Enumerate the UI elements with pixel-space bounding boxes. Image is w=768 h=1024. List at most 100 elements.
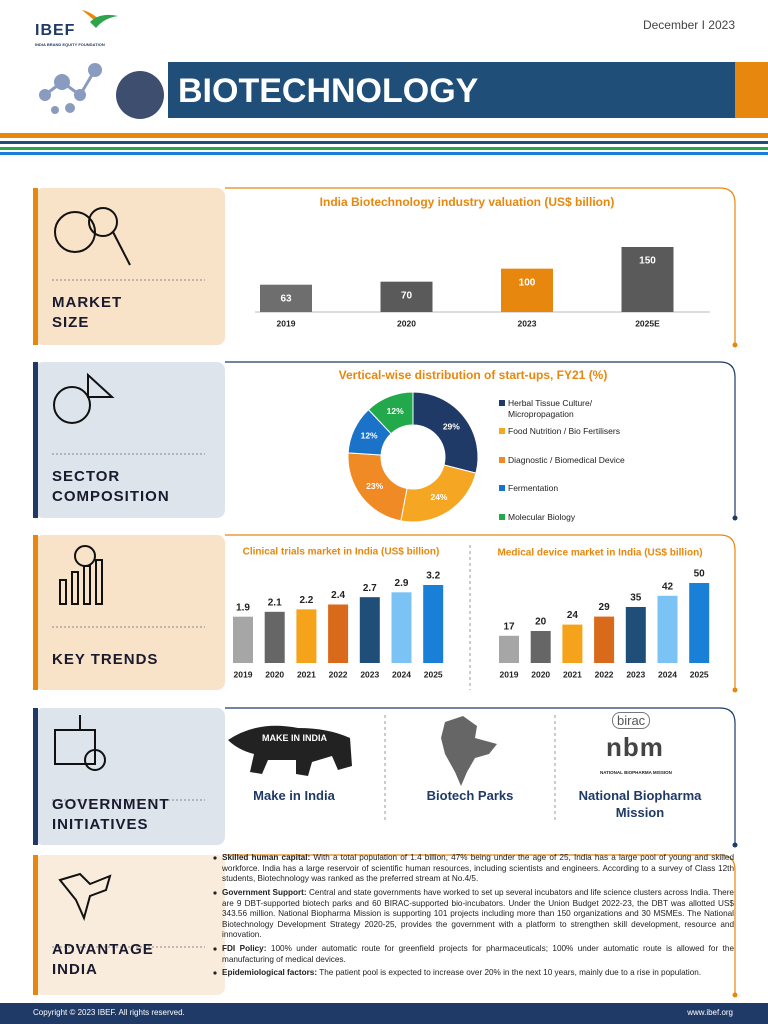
legend-swatch <box>499 457 505 463</box>
data-label: 24 <box>567 610 579 621</box>
x-tick-label: 2021 <box>563 669 582 679</box>
molecule-graphic <box>39 63 102 114</box>
legend-swatch <box>499 485 505 491</box>
frame-dot <box>732 515 738 521</box>
frame-dot <box>732 342 738 348</box>
x-tick-label: 2022 <box>595 669 614 679</box>
frame-line <box>225 854 736 995</box>
section-panel <box>35 188 225 345</box>
section-label: INDIA <box>52 961 98 978</box>
chart-title: Vertical-wise distribution of start-ups,… <box>339 368 608 382</box>
stripe <box>0 147 768 150</box>
logo-sub: INDIA BRAND EQUITY FOUNDATION <box>35 42 105 47</box>
advantage-item: Epidemiological factors: The patient poo… <box>222 968 734 979</box>
section-panel <box>35 535 225 690</box>
frame-dot <box>732 842 738 848</box>
x-tick-label: 2023 <box>360 669 379 679</box>
logo-text: nbm <box>606 732 664 762</box>
legend-label: Herbal Tissue Culture/ Micropropagation <box>508 398 593 419</box>
bar <box>562 624 583 663</box>
x-tick-label: 2022 <box>329 669 348 679</box>
legend-label: Food Nutrition / Bio Fertilisers <box>508 426 620 436</box>
data-label: 12% <box>387 406 404 416</box>
bar <box>264 611 285 663</box>
section-panel <box>35 362 225 518</box>
stripe <box>0 141 768 144</box>
data-label: 2.2 <box>299 595 313 606</box>
data-label: 2.4 <box>331 590 345 601</box>
bullet <box>213 971 217 975</box>
bar <box>689 583 710 663</box>
x-tick-label: 2025 <box>690 669 709 679</box>
data-label: 35 <box>630 593 642 604</box>
section-label: MARKET <box>52 294 123 311</box>
data-label: 100 <box>519 277 536 288</box>
advantage-text: With a total population of 1.4 billion, … <box>222 853 734 884</box>
title-accent <box>735 62 768 118</box>
legend-swatch <box>499 514 505 520</box>
advantage-lead: Government Support: <box>222 888 307 897</box>
data-label: 29 <box>599 602 611 613</box>
x-tick-label: 2024 <box>392 669 411 679</box>
section-label: SECTOR <box>52 468 121 485</box>
data-label: 12% <box>361 431 378 441</box>
x-tick-label: 2025E <box>635 318 660 328</box>
data-label: 20 <box>535 617 547 628</box>
bar <box>296 609 317 663</box>
advantage-text: Central and state governments have worke… <box>222 888 734 940</box>
data-label: 42 <box>662 581 674 592</box>
url: www.ibef.org <box>687 1008 733 1017</box>
advantage-lead: Epidemiological factors: <box>222 968 318 977</box>
doughnut-slice <box>412 391 479 474</box>
footer-bar <box>0 1003 768 1024</box>
x-tick-label: 2025 <box>424 669 443 679</box>
advantage-item: Government Support: Central and state go… <box>222 888 734 941</box>
data-label: 2.1 <box>268 597 282 608</box>
logo-text: IBEF <box>35 22 76 39</box>
section-accent <box>33 708 38 845</box>
legend-label: Molecular Biology <box>508 512 576 522</box>
x-tick-label: 2023 <box>626 669 645 679</box>
initiative-label: National Biopharma Mission <box>578 788 702 820</box>
data-label: 150 <box>639 256 656 267</box>
section-panel <box>35 855 225 995</box>
doughnut-slice <box>367 391 414 435</box>
bar <box>391 592 412 663</box>
chart-title: Medical device market in India (US$ bill… <box>497 548 702 559</box>
data-label: 3.2 <box>426 571 440 582</box>
stripe <box>0 152 768 155</box>
bar <box>233 616 253 663</box>
frame-dot <box>732 992 738 998</box>
advantage-lead: Skilled human capital: <box>222 853 311 862</box>
bar <box>657 595 678 663</box>
x-tick-label: 2023 <box>518 318 537 328</box>
data-label: 1.9 <box>236 602 250 613</box>
data-label: 17 <box>503 621 515 632</box>
data-label: 2.9 <box>395 578 409 589</box>
data-label: 29% <box>443 422 460 432</box>
bullet <box>213 947 217 951</box>
advantage-lead: FDI Policy: <box>222 944 267 953</box>
section-accent <box>33 362 38 518</box>
frame-dot <box>732 687 738 693</box>
date: December I 2023 <box>642 18 735 32</box>
chart-title: Clinical trials market in India (US$ bil… <box>243 547 440 558</box>
section-label: SIZE <box>52 314 90 331</box>
x-tick-label: 2019 <box>500 669 519 679</box>
bullet <box>213 891 217 895</box>
x-tick-label: 2019 <box>234 669 253 679</box>
section-accent <box>33 535 38 690</box>
x-tick-label: 2020 <box>265 669 284 679</box>
section-label: ADVANTAGE <box>52 941 154 958</box>
section-accent <box>33 188 38 345</box>
bar <box>621 247 674 312</box>
data-label: 63 <box>280 293 292 304</box>
bar <box>423 585 444 663</box>
data-label: 24% <box>430 492 447 502</box>
initiative-label: Make in India <box>253 788 335 803</box>
bullet <box>213 856 217 860</box>
bar <box>499 635 519 663</box>
bar <box>530 631 551 663</box>
